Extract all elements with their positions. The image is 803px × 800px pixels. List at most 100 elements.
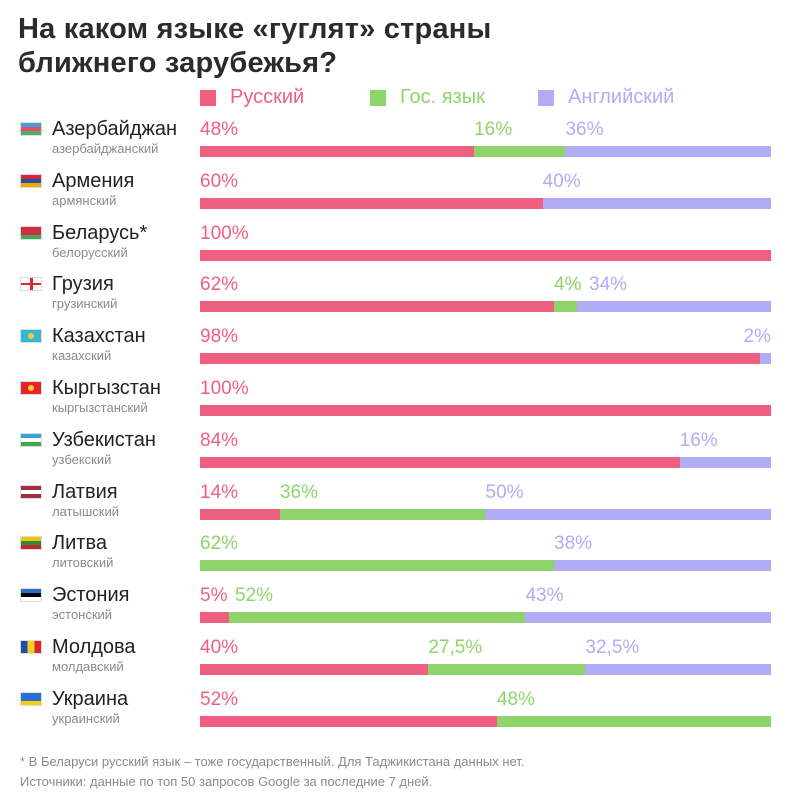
chart-row-georgia: Грузия грузинский 62% 4% 34%	[0, 273, 803, 325]
state-language-name: украинский	[52, 710, 120, 726]
data-label-state: 62%	[200, 533, 239, 555]
country-name: Казахстан	[52, 325, 146, 348]
stacked-bar	[200, 664, 771, 675]
bar-segment-state	[228, 612, 526, 624]
kyrgyzstan-flag-icon	[20, 381, 42, 395]
legend-swatch-english	[538, 89, 554, 106]
data-label-english: 50%	[485, 481, 524, 503]
data-label-russian: 98%	[200, 326, 239, 348]
stacked-bar	[200, 405, 771, 416]
bar-segment-english	[525, 612, 771, 624]
footer: * В Беларуси русский язык – тоже государ…	[20, 752, 524, 792]
chart-title-line-2: ближнего зарубежья?	[18, 47, 338, 79]
chart-title: На каком языке «гуглят» страны ближнего …	[18, 12, 718, 80]
country-name: Азербайджан	[52, 118, 178, 140]
state-language-name: казахский	[52, 348, 112, 364]
country-name: Эстония	[52, 584, 130, 607]
data-label-english: 38%	[554, 533, 593, 555]
data-label-english: 36%	[565, 119, 604, 140]
data-label-russian: 52%	[200, 688, 239, 710]
bar-segment-state	[279, 508, 486, 520]
latvia-flag-icon	[20, 484, 42, 499]
state-language-name: белорусский	[52, 244, 128, 260]
bar-segment-english	[485, 508, 771, 520]
bar-segment-russian	[200, 715, 497, 727]
chart-row-lithuania: Литва литовский 62% 38%	[0, 532, 803, 584]
data-label-state: 4%	[554, 274, 582, 296]
state-language-name: грузинский	[52, 296, 118, 312]
georgia-flag-icon	[20, 277, 42, 292]
sources-note: Источники: данные по топ 50 запросов Goo…	[20, 774, 433, 789]
country-name: Латвия	[52, 480, 118, 503]
chart-row-kazakhstan: Казахстан казахский 98% 2%	[0, 325, 803, 377]
footnote: * В Беларуси русский язык – тоже государ…	[20, 754, 525, 769]
bar-segment-english	[585, 664, 771, 675]
chart-row-latvia: Латвия латышский 14% 36% 50%	[0, 481, 803, 533]
country-name: Молдова	[52, 636, 136, 658]
data-label-russian: 5%	[200, 585, 228, 607]
chart-row-kyrgyzstan: Кыргызстан кыргызстанский 100%	[0, 377, 803, 429]
data-label-state: 36%	[279, 481, 318, 503]
moldova-flag-icon	[20, 640, 42, 654]
data-label-state: 27,5%	[428, 637, 483, 658]
bar-segment-russian	[200, 146, 475, 157]
data-label-russian: 100%	[200, 378, 249, 399]
bar-segment-russian	[200, 249, 771, 261]
data-label-russian: 100%	[200, 222, 249, 244]
chart-title-line-1: На каком языке «гуглят» страны	[18, 13, 492, 45]
data-label-russian: 48%	[200, 119, 239, 140]
state-language-name: узбекский	[52, 451, 112, 467]
data-label-english: 32,5%	[585, 637, 640, 658]
chart-row-estonia: Эстония эстонский 5% 52% 43%	[0, 584, 803, 636]
data-label-english: 2%	[743, 326, 771, 348]
data-label-english: 34%	[589, 274, 628, 296]
state-language-name: азербайджанский	[52, 141, 159, 156]
stacked-bar	[200, 353, 771, 365]
country-name: Украина	[52, 687, 129, 710]
bar-segment-english	[565, 146, 771, 157]
ukraine-flag-icon	[20, 691, 42, 706]
stacked-bar	[200, 146, 771, 157]
bar-segment-russian	[200, 301, 555, 313]
bar-segment-russian	[200, 664, 429, 675]
data-label-russian: 14%	[200, 481, 239, 503]
bar-segment-state	[554, 301, 577, 313]
chart-row-ukraine: Украина украинский 52% 48%	[0, 688, 803, 740]
legend-label-english: Английский	[568, 86, 675, 108]
country-name: Литва	[52, 532, 107, 555]
stacked-bar	[200, 560, 771, 572]
chart-row-moldova: Молдова молдавский 40% 27,5% 32,5%	[0, 636, 803, 688]
bar-segment-state	[496, 715, 771, 727]
bar-segment-russian	[200, 612, 229, 624]
chart-row-azerbaijan: Азербайджан азербайджанский 48% 16% 36%	[0, 118, 803, 170]
legend: Русский Гос. язык Английский	[200, 86, 800, 112]
azerbaijan-flag-icon	[20, 122, 42, 136]
bar-segment-state	[200, 560, 555, 572]
chart-row-belarus: Беларусь* белорусский 100%	[0, 222, 803, 274]
bar-segment-english	[576, 301, 771, 313]
bar-segment-russian	[200, 456, 680, 468]
state-language-name: литовский	[52, 555, 114, 571]
data-label-english: 43%	[525, 585, 564, 607]
state-language-name: молдавский	[52, 659, 124, 674]
stacked-bar	[200, 508, 771, 520]
chart-row-armenia: Армения армянский 60% 40%	[0, 170, 803, 222]
stacked-bar	[200, 249, 771, 261]
bar-segment-russian	[200, 197, 543, 209]
data-label-state: 48%	[496, 688, 535, 710]
country-name: Армения	[52, 169, 135, 192]
country-name: Кыргызстан	[52, 377, 161, 399]
country-name: Грузия	[52, 273, 114, 296]
data-label-state: 52%	[235, 585, 274, 607]
bar-segment-state	[474, 146, 566, 157]
bar-segment-russian	[200, 508, 280, 520]
data-label-russian: 40%	[200, 637, 239, 658]
data-label-english: 40%	[542, 170, 581, 192]
country-name: Узбекистан	[52, 428, 156, 451]
legend-item-english: Английский	[538, 86, 674, 109]
legend-item-russian: Русский	[200, 86, 304, 109]
lithuania-flag-icon	[20, 536, 42, 551]
bar-segment-english	[554, 560, 771, 572]
data-label-russian: 60%	[200, 170, 239, 192]
